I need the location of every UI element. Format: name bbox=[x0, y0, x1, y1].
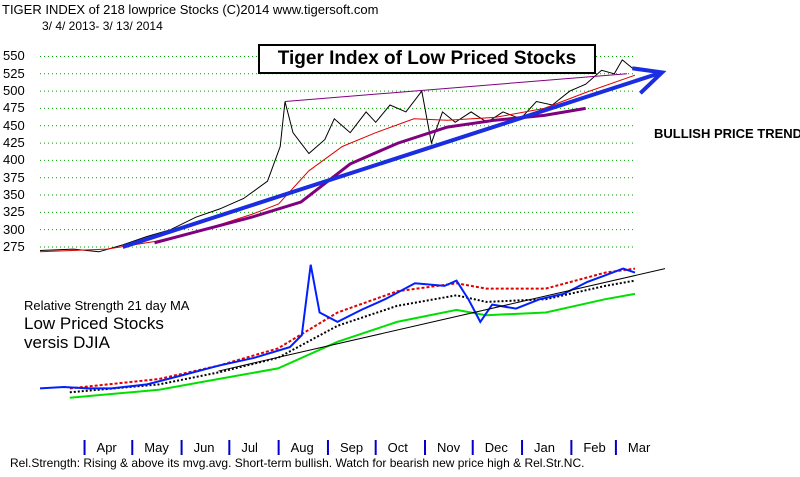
y-tick-label: 275 bbox=[3, 238, 25, 254]
rs-line bbox=[39, 264, 636, 390]
x-tick-label: May bbox=[144, 440, 169, 455]
grid-lines bbox=[40, 55, 635, 248]
trend-arrow-line bbox=[122, 70, 663, 249]
relative-strength-panel bbox=[39, 264, 666, 399]
x-tick-label: Oct bbox=[387, 440, 408, 455]
y-tick-label: 350 bbox=[3, 187, 25, 203]
ma_long-line bbox=[154, 106, 586, 245]
x-tick-label: Jun bbox=[193, 440, 215, 455]
x-tick-label: Feb bbox=[583, 440, 606, 455]
rs-subtitle-2: versis DJIA bbox=[24, 333, 110, 352]
rs-support-trendline bbox=[218, 268, 666, 372]
y-tick-label: 525 bbox=[3, 65, 25, 81]
trend-label: BULLISH PRICE TREND bbox=[654, 126, 800, 141]
chart-title: Tiger Index of Low Priced Stocks bbox=[258, 44, 596, 74]
trend-arrow-head bbox=[632, 66, 667, 95]
rs-label: Relative Strength 21 day MA bbox=[24, 298, 190, 313]
x-tick-label: Jan bbox=[534, 440, 555, 455]
x-tick-label: Nov bbox=[437, 440, 461, 455]
x-tick-label: Apr bbox=[96, 440, 117, 455]
price-series bbox=[39, 59, 667, 253]
y-tick-label: 400 bbox=[3, 152, 25, 168]
price-line bbox=[39, 59, 636, 253]
month-ticks bbox=[83, 440, 617, 455]
y-tick-label: 500 bbox=[3, 83, 25, 99]
x-tick-label: Jul bbox=[241, 440, 258, 455]
x-tick-label: Sep bbox=[339, 440, 364, 455]
ma_short-line bbox=[39, 74, 636, 253]
y-tick-label: 375 bbox=[3, 169, 25, 185]
chart-header: TIGER INDEX of 218 lowprice Stocks (C)20… bbox=[2, 2, 379, 17]
y-tick-label: 450 bbox=[3, 117, 25, 133]
rs-moving-average bbox=[69, 279, 636, 394]
footer-note: Rel.Strength: Rising & above its mvg.avg… bbox=[10, 456, 585, 470]
x-tick-label: Aug bbox=[290, 440, 314, 455]
x-tick-label: Mar bbox=[627, 440, 651, 455]
upper-trendline bbox=[284, 73, 628, 102]
y-tick-label: 425 bbox=[3, 135, 25, 151]
rs-subtitle-1: Low Priced Stocks bbox=[24, 314, 164, 333]
date-range: 3/ 4/ 2013- 3/ 13/ 2014 bbox=[42, 19, 163, 33]
y-tick-label: 300 bbox=[3, 221, 25, 237]
y-tick-label: 475 bbox=[3, 100, 25, 116]
y-tick-label: 550 bbox=[3, 48, 25, 64]
y-tick-label: 325 bbox=[3, 204, 25, 220]
rs-lower-band bbox=[69, 292, 636, 399]
x-tick-label: Dec bbox=[484, 440, 508, 455]
